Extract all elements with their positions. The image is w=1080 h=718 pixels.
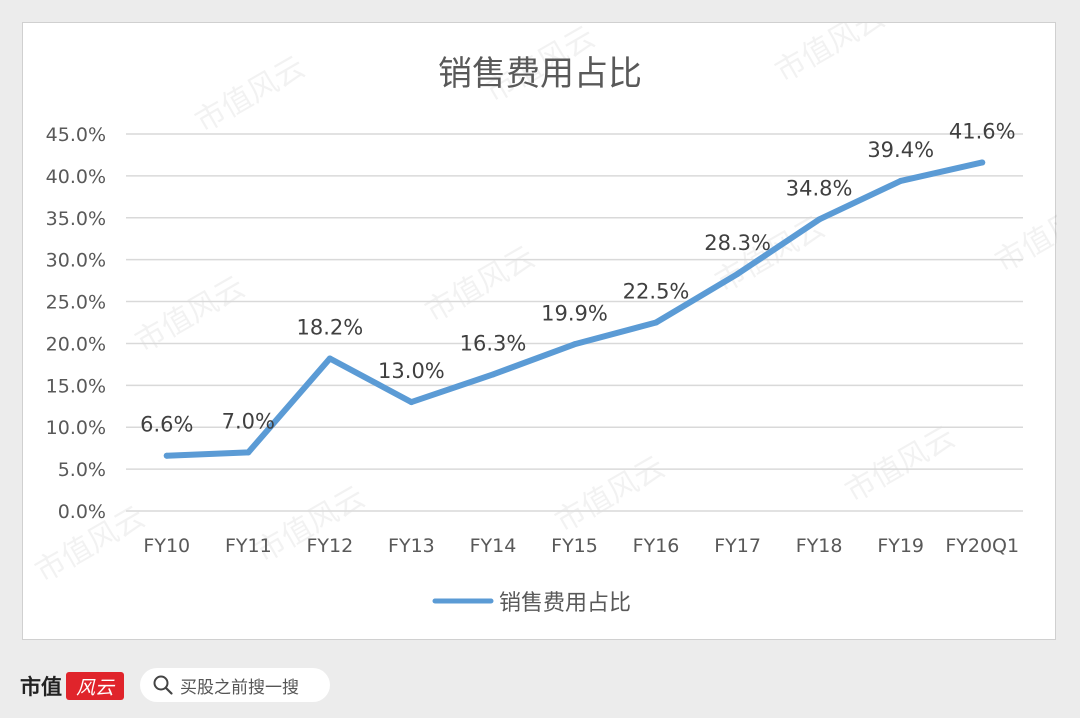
data-label: 34.8% — [786, 176, 853, 200]
data-point — [734, 270, 741, 277]
footer-bar: 市值 风云 买股之前搜一搜 — [0, 652, 1080, 718]
watermark-text: 市值风云 — [840, 420, 961, 510]
legend: 销售费用占比 — [432, 591, 631, 616]
brand-name: 市值 — [20, 675, 62, 699]
data-label: 19.9% — [541, 301, 608, 325]
data-point — [489, 371, 496, 378]
data-label: 41.6% — [949, 119, 1016, 143]
watermark-text: 市值风云 — [550, 450, 671, 540]
y-tick-label: 15.0% — [46, 375, 106, 397]
x-tick-label: FY18 — [796, 535, 843, 557]
data-label: 16.3% — [460, 331, 527, 355]
x-tick-label: FY17 — [714, 535, 761, 557]
y-tick-label: 45.0% — [46, 124, 106, 146]
data-point — [816, 216, 823, 223]
data-point — [326, 355, 333, 362]
x-tick-label: FY15 — [551, 535, 598, 557]
brand-seal: 风云 — [66, 672, 124, 700]
y-tick-label: 5.0% — [58, 459, 106, 481]
data-label: 13.0% — [378, 359, 445, 383]
data-label: 28.3% — [704, 231, 771, 255]
x-tick-label: FY13 — [388, 535, 435, 557]
data-label: 7.0% — [222, 409, 275, 433]
x-tick-label: FY14 — [470, 535, 517, 557]
data-label: 22.5% — [623, 280, 690, 304]
legend-label: 销售费用占比 — [499, 591, 631, 616]
y-tick-label: 0.0% — [58, 501, 106, 523]
y-tick-label: 30.0% — [46, 250, 106, 272]
x-tick-label: FY19 — [877, 535, 924, 557]
y-tick-label: 10.0% — [46, 417, 106, 439]
chart-title: 销售费用占比 — [438, 54, 642, 94]
data-label: 18.2% — [297, 316, 364, 340]
data-point — [408, 399, 415, 406]
data-point — [653, 319, 660, 326]
watermark-text: 市值风云 — [190, 50, 311, 140]
data-point — [979, 159, 986, 166]
search-icon — [153, 675, 173, 695]
y-tick-label: 35.0% — [46, 208, 106, 230]
x-tick-label: FY10 — [143, 535, 190, 557]
watermark-text: 市值风云 — [770, 23, 891, 90]
y-tick-label: 20.0% — [46, 333, 106, 355]
data-label: 6.6% — [140, 413, 193, 437]
x-tick-label: FY20Q1 — [945, 535, 1019, 557]
search-label: 买股之前搜一搜 — [180, 677, 299, 698]
x-tick-label: FY16 — [633, 535, 680, 557]
data-point — [897, 177, 904, 184]
data-point — [571, 341, 578, 348]
data-point — [163, 452, 170, 459]
x-tick-label: FY11 — [225, 535, 272, 557]
y-tick-label: 40.0% — [46, 166, 106, 188]
data-point — [245, 449, 252, 456]
chart-panel: 市值风云 市值风云 市值风云 市值风云 市值风云 市值风云 市值风云 市值风云 市值风云 市值风云… — [22, 22, 1058, 640]
brand-logo: 市值 风云 — [20, 672, 124, 700]
x-tick-label: FY12 — [307, 535, 354, 557]
search-box[interactable]: 买股之前搜一搜 — [140, 668, 330, 702]
data-label: 39.4% — [867, 138, 934, 162]
watermark-text: 市值风云 — [420, 240, 541, 330]
y-tick-label: 25.0% — [46, 292, 106, 314]
watermark-text: 市值风云 — [130, 270, 251, 360]
watermark-text: 市值风云 — [990, 190, 1058, 280]
